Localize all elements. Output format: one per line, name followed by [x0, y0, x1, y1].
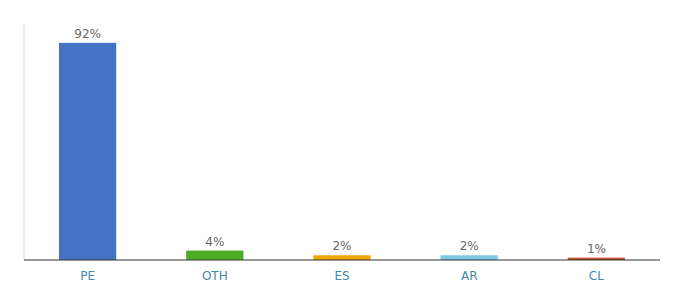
bars: [59, 43, 625, 260]
data-label: 2%: [332, 239, 351, 253]
bar: [441, 255, 498, 260]
bar: [186, 251, 243, 260]
x-tick-label: ES: [334, 269, 349, 283]
x-tick-label: PE: [80, 269, 95, 283]
x-tick-label: AR: [461, 269, 478, 283]
chart-container: 92% 4% 2% 2% 1% PE OTH ES AR CL: [0, 0, 680, 300]
data-label: 1%: [587, 242, 606, 256]
x-tick-labels: PE OTH ES AR CL: [80, 269, 604, 283]
data-label: 92%: [74, 27, 101, 41]
x-axis-line: [24, 259, 660, 260]
x-tick-label: OTH: [202, 269, 228, 283]
y-axis-line: [24, 24, 25, 260]
data-label: 4%: [205, 235, 224, 249]
bar: [59, 43, 116, 260]
bar: [313, 255, 370, 260]
data-label: 2%: [460, 239, 479, 253]
x-tick-label: CL: [589, 269, 604, 283]
data-labels: 92% 4% 2% 2% 1%: [74, 27, 606, 256]
chart: 92% 4% 2% 2% 1% PE OTH ES AR CL: [0, 0, 680, 300]
